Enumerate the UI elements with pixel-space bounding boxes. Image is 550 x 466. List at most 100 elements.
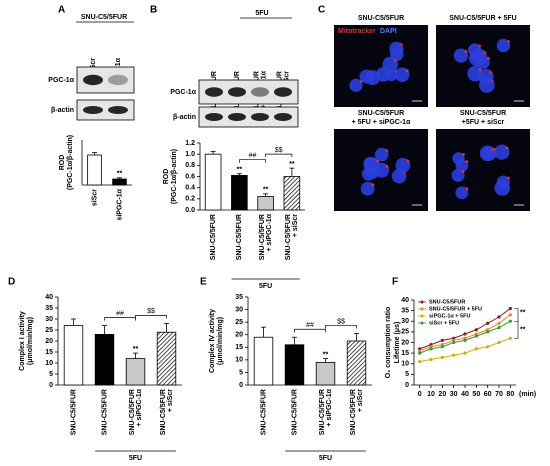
y-tick-label: 30: [45, 316, 53, 323]
y-tick-label: 5: [239, 369, 243, 376]
mito: [478, 44, 482, 48]
bar: [284, 344, 305, 386]
row-label: β-actin: [173, 114, 196, 121]
legend-dot: [420, 300, 424, 304]
band: [108, 74, 128, 86]
x-tick-label: 40: [461, 391, 469, 398]
bracket: [239, 159, 266, 163]
y-tick-label: 20: [45, 338, 53, 345]
point: [497, 321, 501, 325]
y-axis-label: Complex Ⅰ activity: [18, 311, 26, 371]
bar: [87, 154, 102, 186]
x-tick-label: SNU-C5/5FUR: [259, 214, 266, 260]
x-tick-label: siPGC-1α: [116, 188, 123, 220]
significance: ##: [116, 310, 124, 317]
mito: [491, 147, 495, 151]
nucleus: [477, 56, 490, 69]
nucleus: [394, 67, 410, 82]
mito: [489, 71, 493, 74]
y-tick-label: 0: [239, 382, 243, 389]
y-tick-label: 15: [45, 349, 53, 356]
band: [83, 74, 103, 86]
mito: [465, 187, 469, 191]
bar: [125, 358, 146, 386]
band: [274, 113, 292, 121]
point: [486, 321, 490, 325]
point: [508, 306, 512, 311]
bar: [257, 196, 274, 211]
bar: [94, 333, 115, 386]
significance: $$: [147, 308, 155, 315]
point: [497, 340, 501, 345]
bracket: [325, 325, 357, 329]
panel-label: D: [8, 277, 15, 288]
significance: **: [520, 310, 526, 317]
y-axis-label: ROD: [59, 155, 66, 171]
x-tick-label: + siPGC-1α: [326, 388, 333, 426]
x-tick-label: SNU-C5/5FUR: [70, 389, 77, 435]
x-tick-label: + siScr: [167, 389, 174, 412]
x-tick-label: + siPGC-1α: [266, 213, 273, 251]
bracket: [514, 320, 519, 339]
nucleus: [453, 48, 469, 63]
nucleus: [374, 147, 389, 162]
bar: [283, 176, 301, 211]
point: [474, 334, 478, 338]
significance: $$: [337, 318, 345, 325]
panel-label: B: [150, 5, 157, 16]
y-tick-label: 25: [45, 327, 53, 334]
point: [497, 315, 501, 319]
blot-box: [198, 106, 299, 128]
mito: [506, 176, 510, 180]
bar: [253, 336, 274, 386]
significance: ##: [306, 322, 314, 329]
image-label: SNU-C5/5FUR + 5FU: [449, 15, 516, 22]
point: [486, 330, 490, 334]
x-tick-label: SNU-C5/5FUR: [350, 389, 357, 435]
significance: **: [133, 346, 139, 353]
y-tick-label: 25: [401, 329, 409, 336]
band: [228, 87, 246, 97]
y-tick-label: 0.0: [185, 207, 195, 214]
legend-dapi: DAPI: [380, 28, 397, 35]
point: [440, 355, 444, 359]
row-label: β-actin: [51, 107, 74, 114]
mito: [371, 183, 375, 187]
panel-label: A: [58, 5, 65, 16]
band: [274, 87, 292, 97]
band: [205, 87, 223, 97]
x-tick-label: siScr: [91, 189, 98, 206]
x-tick-label: SNU-C5/5FUR: [101, 389, 108, 435]
bar: [112, 178, 127, 186]
bar: [231, 174, 248, 211]
y-tick-label: 0.2: [185, 196, 195, 203]
y-axis-label: Complex Ⅳ activity: [208, 309, 216, 373]
nucleus: [452, 152, 465, 165]
y-axis-label: (μmol/min/mg): [217, 317, 224, 365]
x-tick-label: 30: [450, 391, 458, 398]
y-tick-label: 10: [401, 361, 409, 368]
significance: **: [237, 167, 243, 174]
legend-mito: Mitotracker: [338, 28, 376, 35]
y-axis-label: ROD: [163, 169, 170, 185]
mito: [376, 159, 379, 163]
mito: [462, 153, 465, 156]
bracket: [514, 308, 519, 322]
significance: **: [289, 161, 295, 168]
significance: **: [520, 327, 526, 334]
x-tick-label: SNU-C5/5FUR: [285, 214, 292, 260]
bracket: [294, 328, 326, 333]
y-tick-label: 0.6: [185, 173, 195, 180]
mito: [465, 160, 469, 164]
point: [497, 326, 501, 330]
point: [463, 338, 467, 342]
x-tick-label: 70: [495, 391, 503, 398]
significance: **: [323, 351, 329, 358]
x-tick-label: SNU-C5/5FUR: [236, 214, 243, 260]
micrograph: [436, 129, 530, 211]
x-tick-label: SNU-C5/5FUR: [291, 389, 298, 435]
image-label: SNU-C5/5FUR: [358, 15, 404, 22]
blot-header: 5FU: [255, 10, 268, 17]
significance: **: [117, 171, 123, 178]
